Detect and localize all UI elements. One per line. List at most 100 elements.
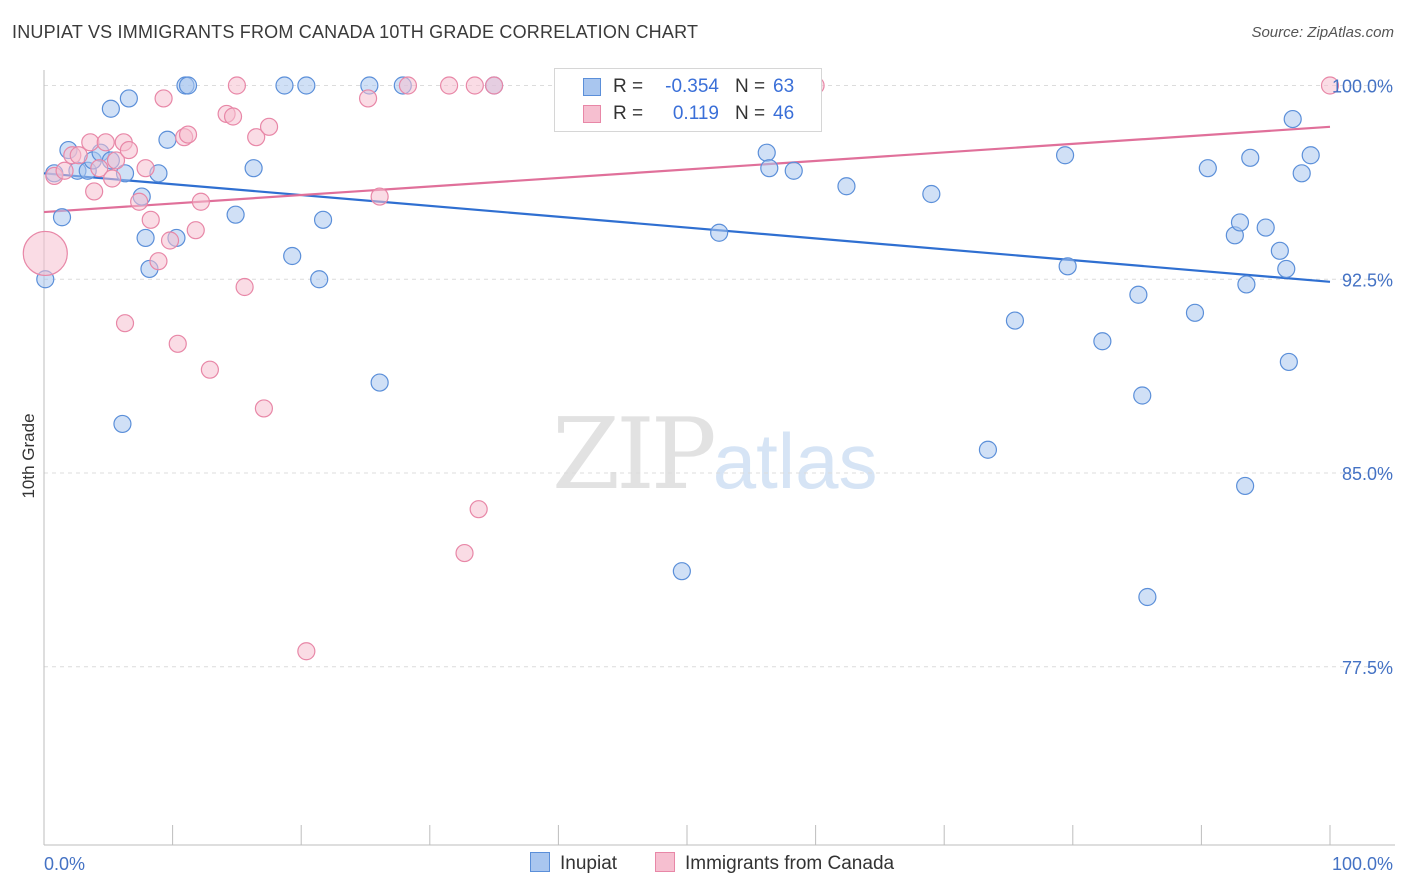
y-axis-title: 10th Grade bbox=[19, 413, 38, 498]
x-tick-label: 100.0% bbox=[1332, 854, 1393, 874]
point-inupiat bbox=[1236, 476, 1255, 496]
point-inupiat bbox=[310, 270, 329, 289]
point-canada bbox=[455, 543, 474, 563]
point-inupiat bbox=[1279, 352, 1298, 372]
legend-n-label: N = bbox=[735, 76, 766, 97]
y-tick-label: 85.0% bbox=[1342, 464, 1393, 484]
point-inupiat bbox=[710, 223, 729, 242]
legend-r-value-inupiat: -0.354 bbox=[665, 76, 719, 97]
legend-label-canada: Immigrants from Canada bbox=[685, 853, 895, 874]
tick-labels: 100.0% 92.5% 85.0% 77.5% 0.0% 100.0% 10th Grad… bbox=[19, 77, 1393, 875]
point-canada bbox=[55, 161, 74, 180]
point-inupiat bbox=[757, 143, 776, 162]
point-inupiat bbox=[370, 373, 389, 392]
point-inupiat bbox=[1277, 259, 1296, 279]
series-legend: Inupiat Immigrants from Canada bbox=[0, 852, 1406, 878]
point-canada bbox=[469, 500, 488, 519]
point-canada bbox=[235, 277, 254, 297]
point-inupiat bbox=[978, 440, 998, 459]
point-canada bbox=[1320, 76, 1340, 95]
data-points bbox=[22, 76, 1340, 661]
point-canada bbox=[103, 169, 122, 188]
legend-item-inupiat[interactable]: Inupiat bbox=[530, 852, 617, 875]
legend-r-label: R = bbox=[613, 76, 644, 97]
legend-swatch-inupiat bbox=[583, 78, 601, 96]
legend-n-value-canada: 46 bbox=[773, 103, 795, 124]
point-canada bbox=[227, 76, 246, 95]
point-canada bbox=[370, 187, 389, 206]
point-canada bbox=[259, 117, 279, 136]
point-inupiat bbox=[313, 210, 333, 229]
point-canada bbox=[106, 151, 126, 170]
point-canada bbox=[485, 76, 504, 95]
legend-r-value-canada: 0.119 bbox=[672, 103, 719, 124]
point-canada bbox=[439, 76, 459, 95]
point-inupiat bbox=[1237, 275, 1256, 294]
point-canada bbox=[191, 192, 210, 211]
point-canada bbox=[149, 252, 168, 271]
point-inupiat bbox=[297, 76, 316, 95]
point-canada bbox=[358, 89, 378, 108]
point-inupiat bbox=[760, 159, 779, 178]
point-canada bbox=[465, 76, 484, 95]
point-canada bbox=[297, 642, 316, 661]
legend-label-inupiat: Inupiat bbox=[560, 853, 618, 874]
point-inupiat bbox=[672, 562, 691, 581]
point-inupiat bbox=[1230, 213, 1250, 232]
legend-n-label: N = bbox=[735, 103, 766, 124]
point-canada bbox=[141, 210, 160, 229]
point-canada bbox=[130, 192, 149, 211]
axes bbox=[43, 70, 1395, 846]
source-label: Source: ZipAtlas.com bbox=[1251, 24, 1394, 41]
point-inupiat bbox=[1138, 587, 1157, 607]
point-inupiat bbox=[158, 130, 177, 149]
point-inupiat bbox=[1005, 311, 1025, 330]
point-inupiat bbox=[1256, 218, 1275, 237]
point-canada bbox=[85, 182, 104, 201]
stats-legend: R = -0.354 N = 63 R = 0.119 N = 46 bbox=[554, 68, 822, 132]
point-inupiat bbox=[1301, 146, 1320, 165]
point-inupiat bbox=[1185, 303, 1205, 322]
point-inupiat bbox=[101, 99, 120, 118]
x-tick-label: 0.0% bbox=[44, 854, 85, 874]
point-canada bbox=[200, 360, 219, 379]
point-inupiat bbox=[922, 184, 941, 204]
point-canada bbox=[154, 89, 173, 108]
point-inupiat bbox=[244, 159, 263, 178]
point-inupiat bbox=[1283, 109, 1302, 129]
point-inupiat bbox=[1058, 257, 1077, 276]
trend-line-inupiat bbox=[43, 172, 1331, 283]
point-canada bbox=[22, 230, 68, 277]
point-inupiat bbox=[1093, 332, 1112, 351]
y-tick-label: 92.5% bbox=[1342, 270, 1393, 290]
point-canada bbox=[136, 159, 155, 178]
point-canada bbox=[90, 159, 109, 178]
point-inupiat bbox=[283, 246, 302, 266]
point-inupiat bbox=[1198, 159, 1217, 178]
point-canada bbox=[178, 125, 198, 144]
point-canada bbox=[247, 128, 266, 147]
y-tick-label: 77.5% bbox=[1342, 658, 1393, 678]
point-inupiat bbox=[837, 177, 856, 196]
trend-line-canada bbox=[43, 125, 1331, 214]
point-canada bbox=[81, 133, 100, 152]
point-canada bbox=[96, 133, 115, 152]
point-inupiat bbox=[1270, 241, 1289, 260]
legend-swatch-inupiat bbox=[530, 852, 550, 872]
point-inupiat bbox=[119, 89, 138, 108]
legend-swatch-canada bbox=[583, 105, 601, 123]
point-inupiat bbox=[136, 228, 155, 248]
point-canada bbox=[160, 231, 180, 250]
legend-r-label: R = bbox=[613, 103, 644, 124]
point-inupiat bbox=[52, 208, 72, 227]
legend-swatch-canada bbox=[655, 852, 675, 872]
legend-n-value-inupiat: 63 bbox=[773, 76, 795, 97]
point-inupiat bbox=[275, 76, 294, 95]
legend-item-canada[interactable]: Immigrants from Canada bbox=[655, 852, 894, 875]
y-tick-label: 100.0% bbox=[1332, 77, 1393, 97]
chart-title: INUPIAT VS IMMIGRANTS FROM CANADA 10TH G… bbox=[12, 22, 699, 42]
point-inupiat bbox=[784, 161, 803, 180]
point-inupiat bbox=[1129, 285, 1148, 304]
point-inupiat bbox=[226, 205, 245, 224]
